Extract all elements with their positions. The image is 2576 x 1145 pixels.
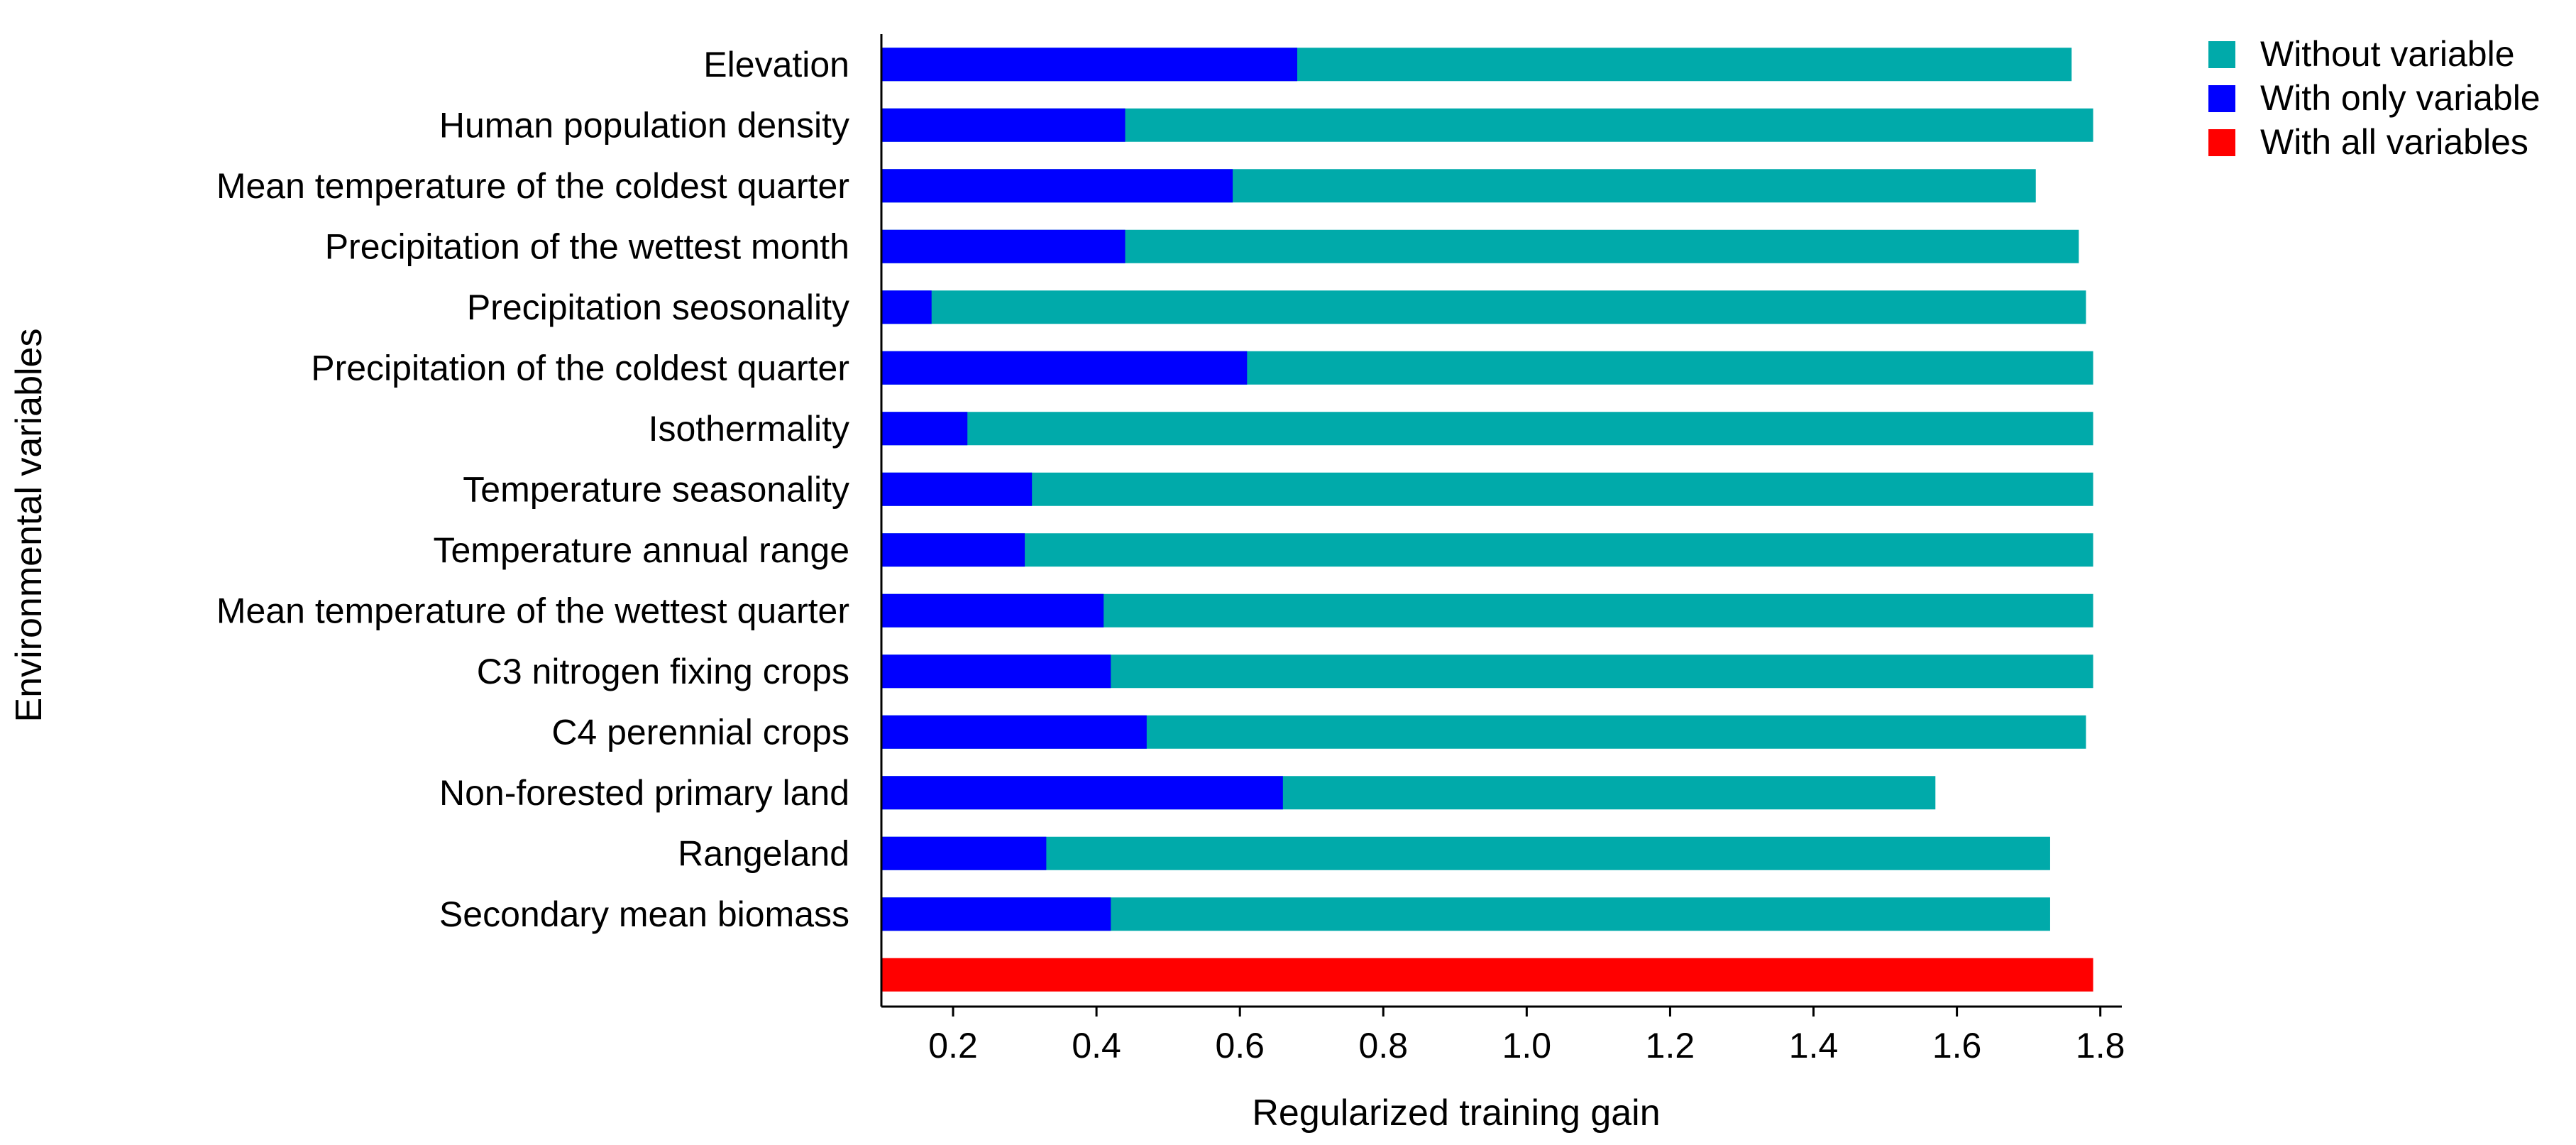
category-label: Human population density <box>439 105 849 145</box>
with-only-bar-precipitation-of-the-coldest-quarter <box>881 351 1248 385</box>
y-axis-title: Environmental variables <box>9 329 50 723</box>
category-label: C4 perennial crops <box>551 712 849 752</box>
x-tick-label: 0.6 <box>1215 1026 1265 1065</box>
with-only-bar-temperature-annual-range <box>881 533 1025 567</box>
with-only-bar-non-forested-primary-land <box>881 776 1283 810</box>
category-label: Precipitation seosonality <box>467 287 849 327</box>
category-labels: Elevation Human population density Mean te… <box>216 45 849 934</box>
x-tick-label: 1.0 <box>1502 1026 1552 1065</box>
x-tick-label: 0.2 <box>928 1026 978 1065</box>
x-tick-label: 0.4 <box>1072 1026 1121 1065</box>
legend-swatch-with-only-variable <box>2208 85 2235 112</box>
category-label: Non-forested primary land <box>439 773 849 813</box>
with-only-bar-c3-nitrogen-fixing-crops <box>881 654 1111 689</box>
without-bar-rangeland <box>881 836 2050 870</box>
with-only-bar-isothermality <box>881 412 968 446</box>
with-only-bar-elevation <box>881 48 1298 82</box>
without-bar-isothermality <box>881 412 2093 446</box>
without-bar-precipitation-seosonality <box>881 290 2086 324</box>
x-tick-label: 1.4 <box>1789 1026 1839 1065</box>
category-label: C3 nitrogen fixing crops <box>477 652 849 691</box>
x-tick-label: 1.2 <box>1646 1026 1695 1065</box>
category-label: Secondary mean biomass <box>439 894 849 934</box>
with-only-bar-precipitation-of-the-wettest-month <box>881 229 1125 263</box>
category-label: Rangeland <box>678 833 849 873</box>
legend-label-with-all-variables: With all variables <box>2260 122 2528 162</box>
with-only-bar-temperature-seasonality <box>881 472 1033 506</box>
x-tick-label: 1.8 <box>2076 1026 2125 1065</box>
legend-label-without-variable: Without variable <box>2260 34 2515 74</box>
legend-label-with-only-variable: With only variable <box>2260 78 2541 118</box>
category-label: Precipitation of the coldest quarter <box>311 348 849 388</box>
without-bar-temperature-seasonality <box>881 472 2093 506</box>
with-only-bar-mean-temperature-of-the-coldest-quarter <box>881 169 1233 203</box>
without-bar-temperature-annual-range <box>881 533 2093 567</box>
with-only-bar-precipitation-seosonality <box>881 290 932 324</box>
with-all-variables-bar <box>881 958 2093 992</box>
x-ticks: 0.2 0.4 0.6 0.8 1.0 1.2 1.4 1.6 1.8 <box>928 1007 2125 1065</box>
without-variable-bars <box>881 48 2093 931</box>
x-tick-label: 1.6 <box>1932 1026 1982 1065</box>
category-label: Temperature seasonality <box>463 469 849 509</box>
with-only-bar-mean-temperature-of-the-wettest-quarter <box>881 593 1104 628</box>
category-label: Precipitation of the wettest month <box>325 226 849 266</box>
with-only-variable-bars <box>881 48 1298 931</box>
x-tick-label: 0.8 <box>1359 1026 1409 1065</box>
with-only-bar-human-population-density <box>881 108 1125 142</box>
legend-swatch-with-all-variables <box>2208 129 2235 156</box>
category-label: Isothermality <box>649 409 849 449</box>
with-all-variables-bar-group <box>881 958 2093 992</box>
category-label: Mean temperature of the coldest quarter <box>216 166 849 206</box>
with-only-bar-c4-perennial-crops <box>881 715 1147 749</box>
with-only-bar-secondary-mean-biomass <box>881 897 1111 931</box>
legend-swatch-without-variable <box>2208 41 2235 68</box>
category-label: Temperature annual range <box>434 530 850 570</box>
with-only-bar-rangeland <box>881 836 1047 870</box>
x-axis-title: Regularized training gain <box>1252 1092 1660 1134</box>
category-label: Elevation <box>703 45 849 84</box>
category-label: Mean temperature of the wettest quarter <box>216 591 849 630</box>
